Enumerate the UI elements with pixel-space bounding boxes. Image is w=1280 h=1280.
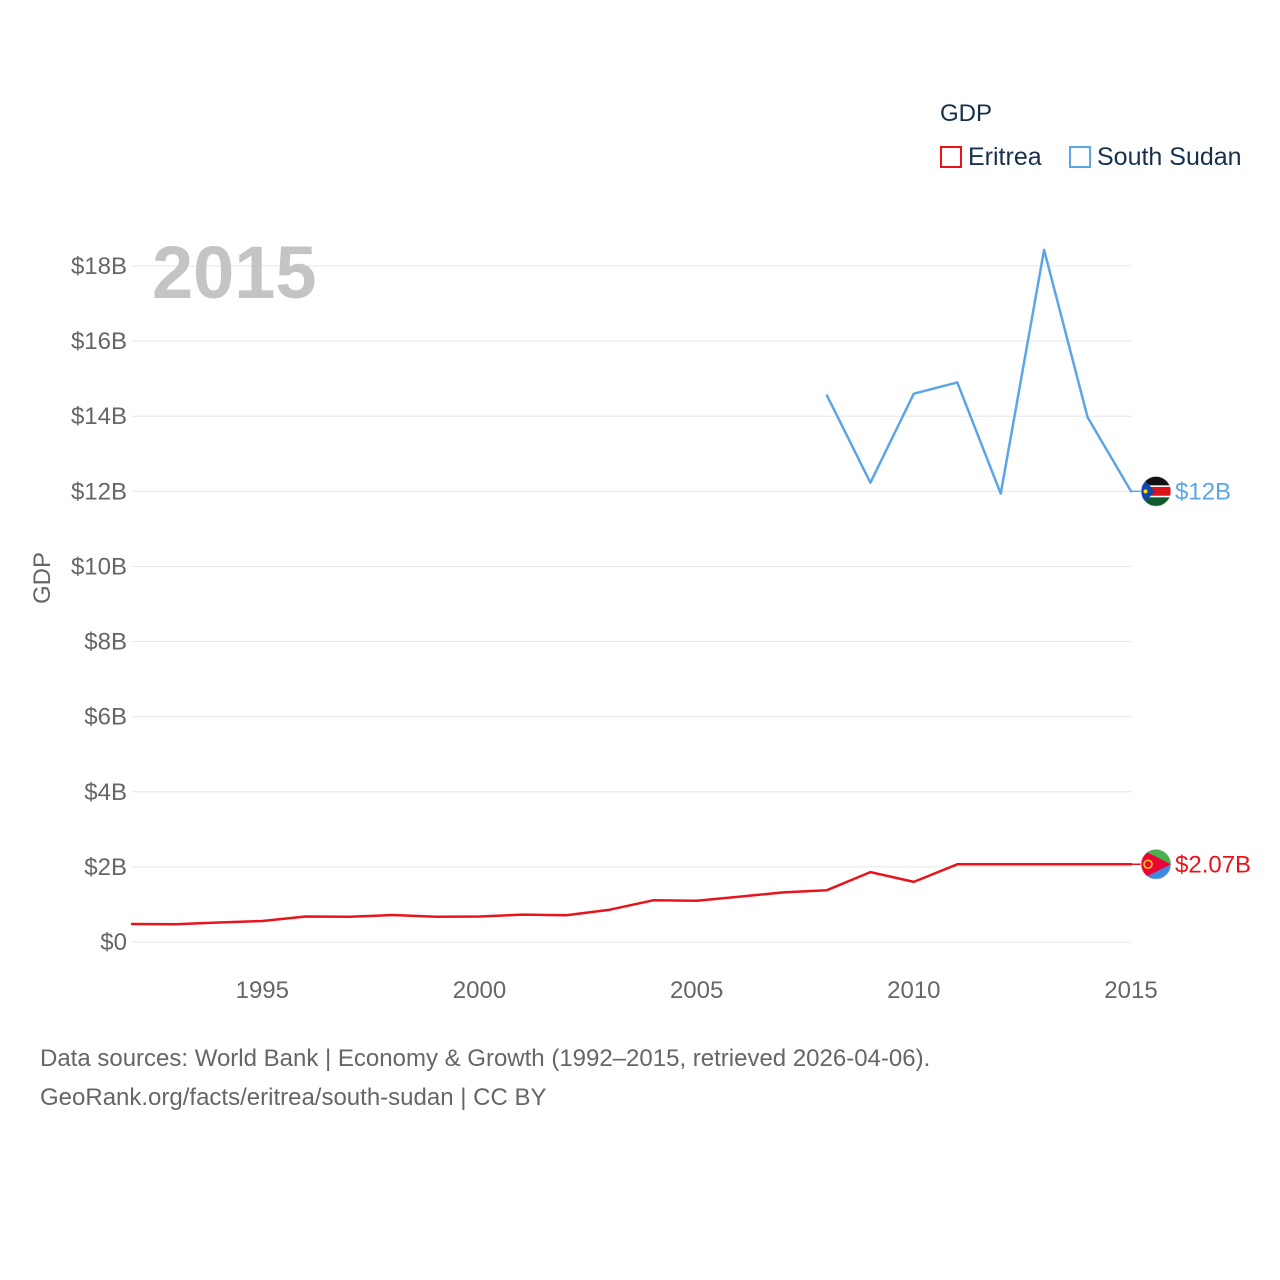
y-tick-label: $0	[100, 929, 127, 956]
flag-south-sudan-icon	[1140, 475, 1172, 507]
y-tick-label: $2B	[84, 854, 127, 881]
x-tick-label: 2010	[887, 977, 940, 1004]
series-line-eritrea	[130, 863, 1133, 926]
series-lines	[130, 248, 1133, 926]
y-tick-label: $6B	[84, 704, 127, 731]
x-tick-label: 2005	[670, 977, 723, 1004]
y-tick-label: $4B	[84, 779, 127, 806]
x-tick-label: 1995	[236, 977, 289, 1004]
y-tick-label: $10B	[71, 553, 127, 580]
legend-item-south-sudan[interactable]: South Sudan	[1069, 142, 1242, 171]
x-axis-ticks: 1995 2000 2005 2010 2015	[236, 977, 1158, 1004]
legend-item-eritrea[interactable]: Eritrea	[940, 142, 1042, 171]
y-tick-label: $12B	[71, 478, 127, 505]
legend-swatch-eritrea	[940, 146, 962, 168]
legend-title: GDP	[940, 100, 993, 127]
end-value-label-eritrea: $2.07B	[1175, 851, 1251, 878]
y-tick-label: $16B	[71, 328, 127, 355]
y-tick-label: $8B	[84, 629, 127, 656]
y-axis-label: GDP	[29, 552, 56, 604]
y-tick-label: $18B	[71, 253, 127, 280]
series-line-south-sudan	[825, 248, 1133, 495]
grid-lines	[132, 265, 1131, 943]
end-value-label-south-sudan: $12B	[1175, 478, 1231, 505]
x-tick-label: 2015	[1104, 977, 1157, 1004]
year-watermark: 2015	[152, 231, 317, 314]
x-tick-label: 2000	[453, 977, 506, 1004]
end-markers: $2.07B $12B	[1131, 475, 1251, 880]
y-axis-ticks: $0 $2B $4B $6B $8B $10B $12B $14B $16B $18B	[71, 253, 127, 956]
source-line-1: Data sources: World Bank | Economy & Gro…	[40, 1045, 931, 1072]
y-tick-label: $14B	[71, 403, 127, 430]
source-line-2[interactable]: GeoRank.org/facts/eritrea/south-sudan | …	[40, 1084, 547, 1111]
legend-label-south-sudan: South Sudan	[1097, 142, 1242, 171]
legend-label-eritrea: Eritrea	[968, 142, 1042, 171]
flag-eritrea-icon	[1140, 848, 1172, 880]
legend-swatch-south-sudan	[1069, 146, 1091, 168]
